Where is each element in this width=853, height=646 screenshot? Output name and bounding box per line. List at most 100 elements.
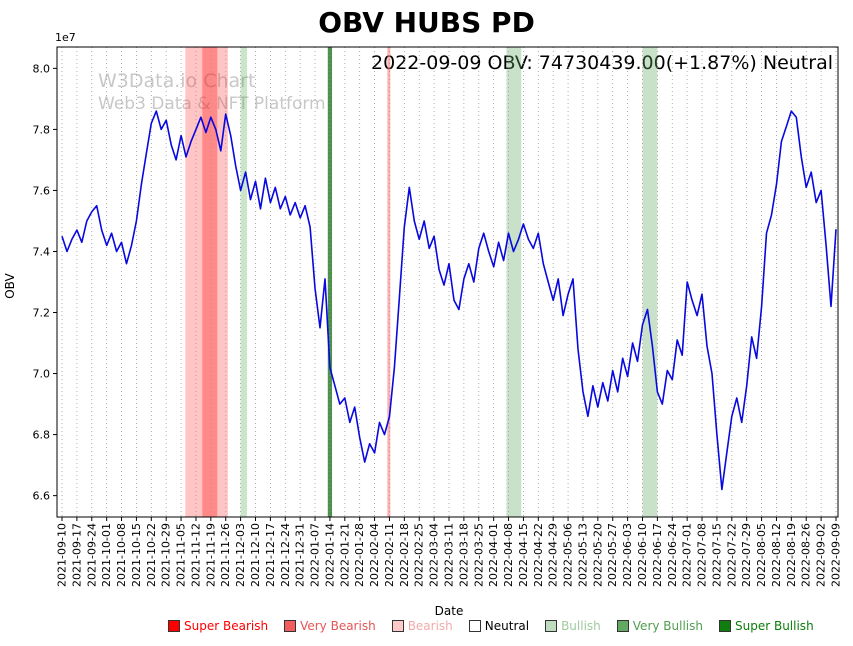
y-axis-offset-label: 1e7: [55, 31, 76, 44]
legend-swatch: [616, 620, 629, 632]
signal-legend: Super Bearish Very Bearish Bearish Neutral B…: [168, 619, 814, 633]
x-tick-label: 2022-02-25: [413, 523, 426, 587]
x-tick-label: 2022-02-11: [383, 523, 396, 587]
x-tick-label: 2022-07-08: [696, 523, 709, 587]
x-tick-label: 2022-07-01: [681, 523, 694, 587]
chart-title: OBV HUBS PD: [318, 6, 535, 39]
x-tick-label: 2022-01-28: [353, 523, 366, 587]
x-tick-label: 2021-10-08: [115, 523, 128, 587]
x-tick-label: 2022-06-03: [621, 523, 634, 587]
obv-series-line: [61, 110, 837, 491]
legend-item-neutral: Neutral: [468, 619, 529, 633]
x-tick-label: 2022-01-21: [338, 523, 351, 587]
legend-swatch: [168, 620, 180, 632]
axes-layer: 2021-09-10 2021-09-17 2021-09-24 2021-10-01…: [33, 62, 843, 587]
watermark-line2: Web3 Data & NFT Platform: [98, 94, 326, 114]
x-tick-label: 2022-08-26: [800, 523, 813, 587]
legend-label: Very Bearish: [300, 619, 376, 633]
legend-label: Bearish: [407, 619, 453, 633]
signal-band: [506, 47, 522, 517]
x-tick-label: 2022-03-25: [472, 523, 485, 587]
signal-band: [185, 47, 228, 517]
x-tick-label: 2022-05-13: [576, 523, 589, 587]
x-tick-label: 2021-10-22: [145, 523, 158, 587]
x-tick-label: 2022-02-18: [398, 523, 411, 587]
legend-label: Super Bullish: [735, 619, 814, 633]
x-tick-label: 2022-07-29: [740, 523, 753, 587]
x-tick-label: 2022-05-27: [606, 523, 619, 587]
y-tick-label: 8.0: [33, 62, 51, 75]
legend-item-very-bullish: Very Bullish: [616, 619, 703, 633]
latest-value-annotation: 2022-09-09 OBV: 74730439.00(+1.87%) Neut…: [371, 52, 833, 74]
x-tick-label: 2022-04-01: [487, 523, 500, 587]
x-tick-label: 2022-04-08: [502, 523, 515, 587]
y-tick-label: 7.6: [33, 184, 51, 197]
plot-border: [56, 46, 839, 518]
watermark: W3Data.io Chart Web3 Data & NFT Platform: [98, 70, 326, 115]
x-tick-label: 2021-09-24: [85, 523, 98, 587]
legend-label: Bullish: [561, 619, 601, 633]
x-tick-label: 2022-04-29: [547, 523, 560, 587]
x-tick-label: 2022-08-19: [785, 523, 798, 587]
signal-bands-layer: [185, 47, 658, 517]
x-tick-label: 2022-07-22: [725, 523, 738, 587]
x-tick-label: 2022-08-05: [755, 523, 768, 587]
x-tick-label: 2022-08-12: [770, 523, 783, 587]
x-tick-label: 2022-09-09: [830, 523, 843, 587]
x-tick-label: 2022-06-10: [636, 523, 649, 587]
x-tick-label: 2021-11-26: [219, 523, 232, 587]
x-tick-label: 2022-02-04: [368, 523, 381, 587]
legend-label: Very Bullish: [632, 619, 703, 633]
signal-band: [642, 47, 658, 517]
x-axis-title: Date: [435, 604, 464, 618]
x-tick-label: 2021-12-24: [279, 523, 292, 587]
x-tick-label: 2021-12-03: [234, 523, 247, 587]
x-tick-label: 2022-01-07: [309, 523, 322, 587]
legend-item-bullish: Bullish: [545, 619, 601, 633]
x-tick-label: 2022-03-11: [443, 523, 456, 587]
legend-swatch: [468, 620, 481, 632]
x-tick-label: 2022-07-15: [710, 523, 723, 587]
legend-swatch: [284, 620, 297, 632]
x-tick-label: 2021-09-17: [70, 523, 83, 587]
x-tick-label: 2021-11-05: [175, 523, 188, 587]
legend-swatch: [545, 620, 558, 632]
signal-band: [327, 47, 333, 517]
x-tick-label: 2022-03-18: [457, 523, 470, 587]
x-tick-label: 2021-10-15: [130, 523, 143, 587]
y-tick-label: 7.0: [33, 368, 51, 381]
x-tick-label: 2021-11-12: [189, 523, 202, 587]
x-tick-label: 2022-04-22: [532, 523, 545, 587]
y-tick-label: 7.8: [33, 123, 51, 136]
x-tick-label: 2022-03-04: [428, 523, 441, 587]
obv-line-layer: [61, 110, 837, 491]
legend-item-very-bearish: Very Bearish: [284, 619, 376, 633]
x-tick-label: 2022-09-02: [815, 523, 828, 587]
y-tick-label: 6.6: [33, 490, 51, 503]
signal-band: [387, 47, 391, 517]
x-tick-label: 2021-10-29: [160, 523, 173, 587]
x-tick-label: 2021-12-17: [264, 523, 277, 587]
x-tick-label: 2021-09-10: [56, 523, 69, 587]
legend-label: Super Bearish: [184, 619, 269, 633]
x-tick-label: 2021-12-10: [249, 523, 262, 587]
x-tick-label: 2022-06-24: [666, 523, 679, 587]
watermark-line1: W3Data.io Chart: [98, 70, 256, 92]
legend-item-super-bearish: Super Bearish: [168, 619, 268, 633]
x-tick-label: 2021-10-01: [100, 523, 113, 587]
x-tick-label: 2021-12-31: [294, 523, 307, 587]
x-tick-label: 2022-01-14: [323, 523, 336, 587]
x-tick-label: 2022-05-06: [562, 523, 575, 587]
x-tick-label: 2022-06-17: [651, 523, 664, 587]
y-tick-label: 7.2: [33, 307, 51, 320]
legend-swatch: [719, 620, 731, 632]
y-axis-title: OBV: [3, 272, 17, 298]
legend-item-bearish: Bearish: [391, 619, 453, 633]
signal-band: [202, 47, 218, 517]
signal-band: [240, 47, 247, 517]
grid-layer: [61, 47, 837, 517]
legend-swatch: [391, 620, 404, 632]
y-tick-label: 7.4: [33, 245, 51, 258]
